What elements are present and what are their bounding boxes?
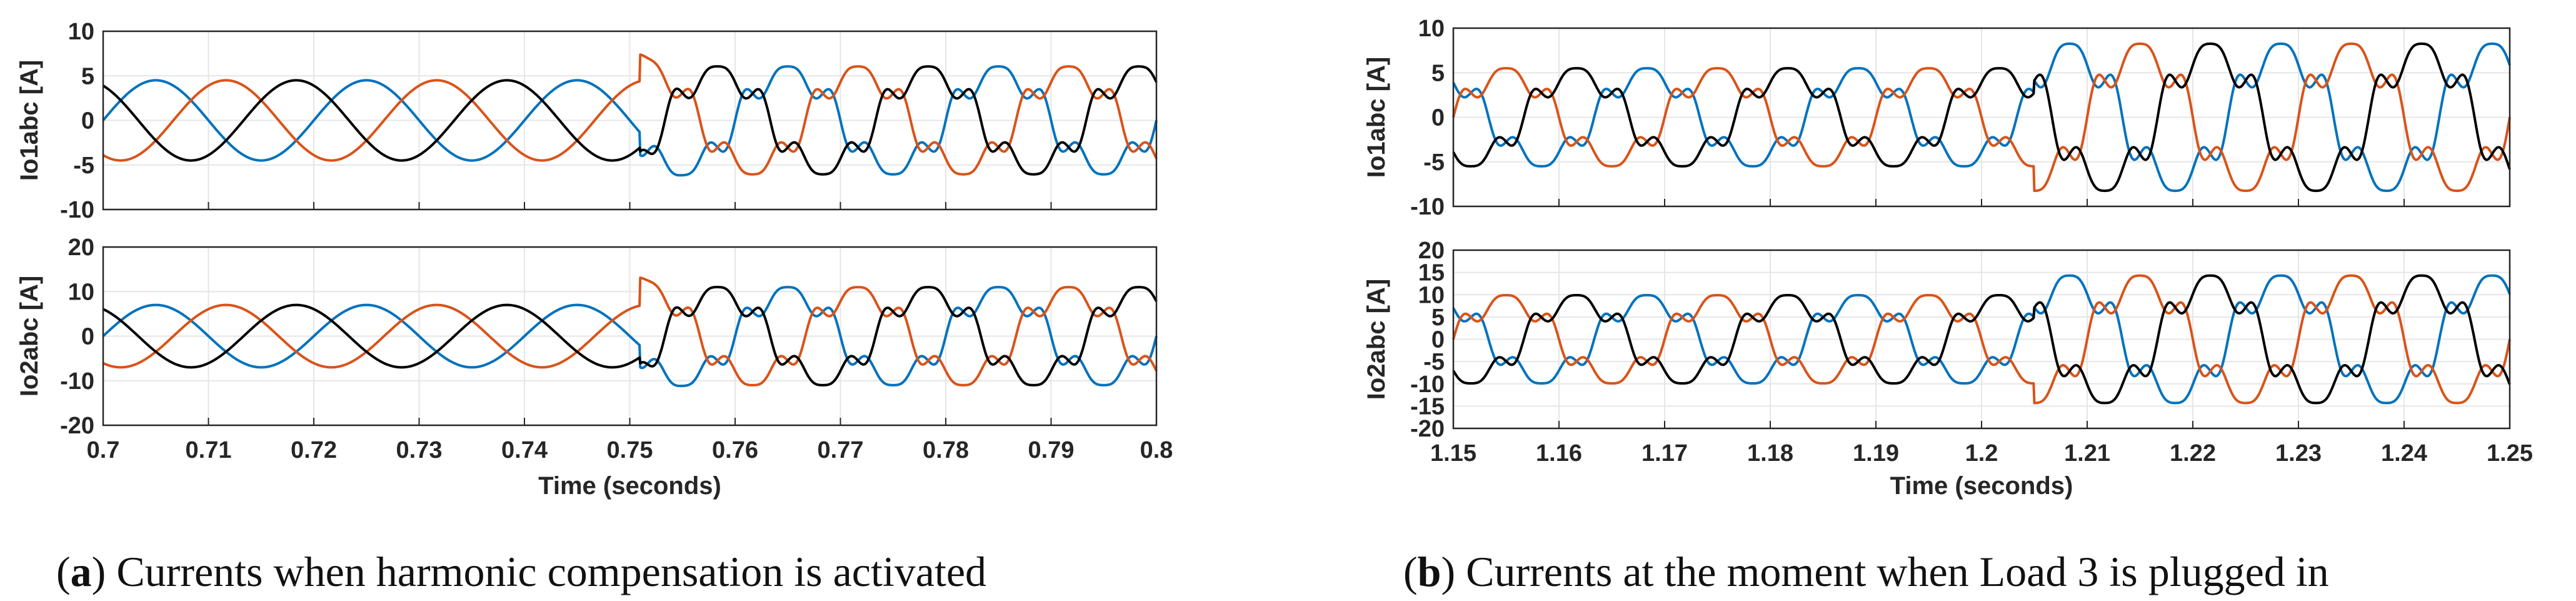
x-tick-label: 0.71 <box>186 437 232 463</box>
x-tick-label: 1.23 <box>2275 440 2322 467</box>
caption-b: (b) Currents at the moment when Load 3 i… <box>1403 548 2329 595</box>
series-line-phase-a <box>1452 274 2511 405</box>
y-tick-label: 20 <box>68 235 94 261</box>
y-tick-label: -10 <box>1410 194 1445 220</box>
series-line-phase-b <box>1452 42 2511 193</box>
x-tick-label: 1.22 <box>2170 440 2216 467</box>
x-tick-label: 0.74 <box>501 437 548 463</box>
x-tick-label: 0.8 <box>1140 437 1173 463</box>
y-tick-label: 5 <box>1431 305 1445 331</box>
series-line-phase-a <box>102 286 1158 388</box>
y-tick-label: -10 <box>60 197 94 223</box>
series-line-phase-c <box>1452 274 2511 405</box>
y-tick-label: 5 <box>81 63 94 89</box>
axes-frame <box>102 246 1158 427</box>
x-tick-label: 0.75 <box>607 437 653 463</box>
x-tick-label: 0.77 <box>818 437 864 463</box>
y-tick-label: 15 <box>1418 260 1445 286</box>
y-axis-label: Io1abc [A] <box>1363 57 1390 178</box>
x-tick-label: 1.18 <box>1747 440 1793 467</box>
y-tick-label: 20 <box>1418 238 1445 264</box>
axes-frame <box>102 30 1158 211</box>
y-tick-label: 5 <box>1431 60 1445 86</box>
x-tick-label: 1.21 <box>2064 440 2110 467</box>
x-tick-label: 0.76 <box>712 437 758 463</box>
x-tick-label: 1.17 <box>1641 440 1688 467</box>
caption-a: (a) Currents when harmonic compensation … <box>56 548 986 595</box>
y-tick-label: 0 <box>81 108 94 134</box>
x-axis-label: Time (seconds) <box>1890 472 2073 500</box>
panel-a: 10 5 0 -5 -10 Io1abc [A] 20 10 0 -10 -200.7 0.71 0.… <box>16 19 1173 500</box>
y-tick-label: -20 <box>60 413 94 439</box>
y-tick-label: 10 <box>1418 16 1445 42</box>
x-axis-label: Time (seconds) <box>538 472 721 500</box>
chart-a-io1abc: 10 5 0 -5 -10 Io1abc [A] <box>16 19 1158 223</box>
chart-a-io2abc: 20 10 0 -10 -200.7 0.71 0.72 0.73 0.74 0.75 0.76 0.… <box>16 235 1173 500</box>
caption-a-text: Currents when harmonic compensation is a… <box>116 548 986 595</box>
caption-b-text: Currents at the moment when Load 3 is pl… <box>1466 548 2329 595</box>
y-tick-label: 10 <box>68 279 94 305</box>
caption-a-label: a <box>71 548 92 595</box>
y-axis-label: Io2abc [A] <box>1363 279 1390 400</box>
y-tick-label: -10 <box>1410 371 1445 398</box>
y-tick-label: 10 <box>68 19 94 45</box>
series-line-phase-a <box>102 65 1158 177</box>
x-tick-label: 0.79 <box>1028 437 1075 463</box>
series-line-phase-c <box>1452 42 2511 193</box>
x-tick-label: 1.19 <box>1853 440 1899 467</box>
caption-b-label: b <box>1418 548 1441 595</box>
series-line-phase-c <box>103 286 1158 386</box>
y-axis-label: Io2abc [A] <box>16 276 43 396</box>
y-tick-label: 0 <box>1431 327 1445 353</box>
y-tick-label: 0 <box>81 324 94 350</box>
x-tick-label: 0.7 <box>87 437 120 463</box>
x-tick-label: 0.72 <box>291 437 337 463</box>
x-tick-label: 1.16 <box>1536 440 1582 467</box>
x-tick-label: 1.2 <box>1965 440 1998 467</box>
y-tick-label: -5 <box>1423 349 1445 375</box>
x-tick-label: 1.25 <box>2487 440 2533 467</box>
x-tick-label: 0.78 <box>923 437 969 463</box>
series-line-phase-c <box>102 65 1158 176</box>
y-tick-label: 0 <box>1431 105 1445 131</box>
series-line-phase-b <box>103 276 1158 386</box>
y-tick-label: -10 <box>60 368 94 395</box>
y-axis-label: Io1abc [A] <box>16 60 43 181</box>
axes-frame <box>1452 27 2511 208</box>
y-tick-label: -5 <box>1423 149 1445 176</box>
series-line-phase-a <box>1452 42 2511 193</box>
y-tick-label: -20 <box>1410 416 1445 442</box>
y-tick-label: 10 <box>1418 282 1445 308</box>
y-tick-label: -5 <box>73 153 94 179</box>
axes-frame <box>1452 249 2511 430</box>
chart-b-io1abc: 10 5 0 -5 -10 Io1abc [A] <box>1363 16 2511 220</box>
x-tick-label: 0.73 <box>396 437 443 463</box>
x-tick-label: 1.15 <box>1430 440 1476 467</box>
series-line-phase-b <box>1452 274 2511 405</box>
series-line-phase-b <box>102 53 1158 176</box>
x-tick-label: 1.24 <box>2381 440 2427 467</box>
y-tick-label: -15 <box>1410 393 1445 420</box>
